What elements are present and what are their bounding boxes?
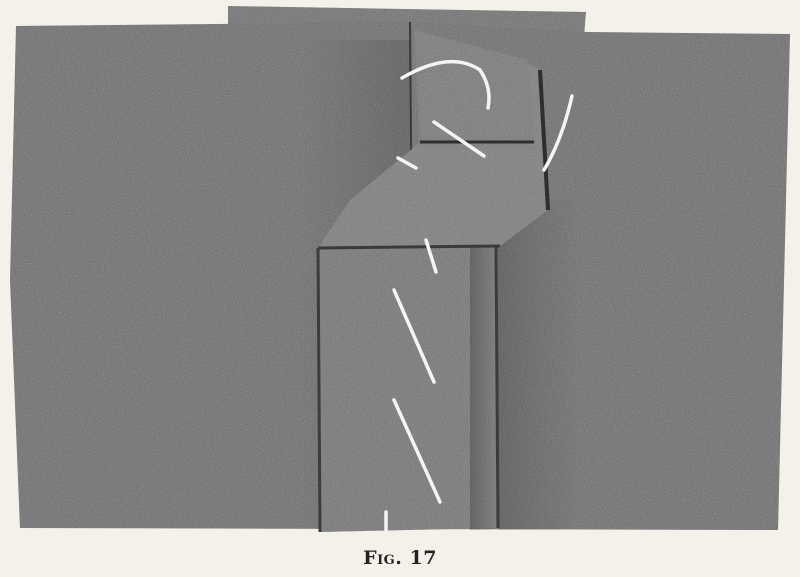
vertical-folded-strip (316, 245, 500, 533)
upper-folded-square (414, 30, 536, 150)
fabric-fold-photograph (10, 6, 790, 534)
basting-stitches (384, 59, 574, 534)
figure-caption: Fig. 17 (363, 547, 437, 569)
